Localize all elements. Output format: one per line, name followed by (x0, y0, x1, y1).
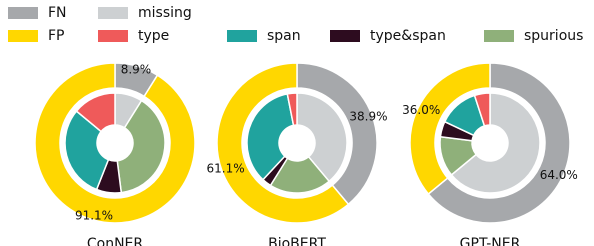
pie-slice (296, 62, 378, 206)
value-label: 61.1% (207, 161, 245, 175)
legend-label: spurious (524, 28, 583, 44)
chart-title: ConNER (87, 236, 144, 246)
legend-swatch (484, 30, 514, 42)
chart-title: GPT-NER (460, 236, 521, 246)
legend-swatch (330, 30, 360, 42)
value-label: 36.0% (402, 103, 440, 117)
legend-swatch (227, 30, 257, 42)
legend-label: type&span (370, 28, 446, 44)
pie-slice (75, 92, 116, 133)
pie-slice (409, 62, 491, 196)
pie-slice (34, 62, 196, 224)
pie-slice (473, 92, 491, 127)
value-label: 38.9% (349, 110, 387, 124)
value-label: 8.9% (121, 62, 152, 76)
value-label: 91.1% (75, 209, 113, 223)
pie-slice (427, 62, 571, 224)
legend-label: FP (48, 28, 65, 44)
legend-label: missing (138, 5, 192, 21)
pie-slice (450, 92, 541, 194)
legend-swatch (8, 30, 38, 42)
pie-slice (116, 99, 166, 194)
legend-label: type (138, 28, 169, 44)
legend-label: span (267, 28, 301, 44)
legend-swatch (98, 7, 128, 19)
pie-slice (64, 110, 110, 191)
pie-slice (296, 92, 348, 183)
legend-swatch (98, 30, 128, 42)
pie-slice (286, 92, 298, 127)
legend-label: FN (48, 5, 67, 21)
value-label: 64.0% (540, 168, 578, 182)
chart-title: BioBERT (268, 236, 326, 246)
pie-slice (246, 93, 295, 181)
pie-slice (216, 62, 350, 224)
legend-swatch (8, 7, 38, 19)
